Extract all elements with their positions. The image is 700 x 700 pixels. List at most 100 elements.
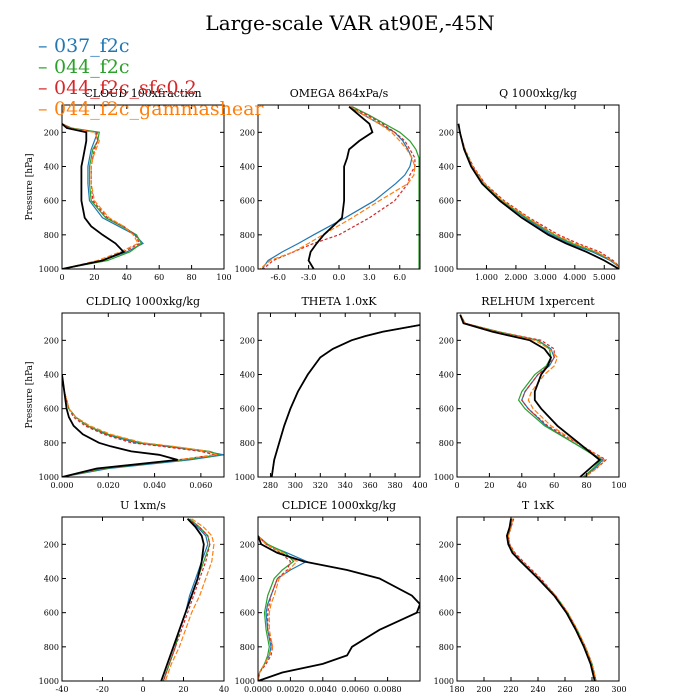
y-tick-label: 1000 bbox=[434, 265, 454, 274]
panel-9: T 1xK 180 200 220 240 260 280 300 200 400 600 800 10… bbox=[434, 499, 627, 694]
series-line-obs bbox=[270, 324, 420, 477]
figure-title: Large-scale VAR at90E,-45N bbox=[205, 11, 494, 35]
series-line-044_f2c_sfc0.2 bbox=[258, 535, 292, 681]
x-tick-label: 300 bbox=[611, 685, 626, 694]
series-line-044_f2c bbox=[258, 535, 295, 681]
series-line-044_f2c_sfc0.2 bbox=[62, 374, 215, 477]
x-tick-label: 5.000 bbox=[593, 273, 616, 282]
series-line-obs bbox=[62, 123, 126, 269]
x-tick-label: 240 bbox=[530, 685, 545, 694]
x-tick-label: 0.0000 bbox=[244, 685, 272, 694]
series-line-044_f2c_gammashear bbox=[62, 374, 218, 477]
x-tick-label: 360 bbox=[363, 481, 378, 490]
legend: –037_f2c– 044_f2c– 044_f2c_sfc0.2– 044_f2c_… bbox=[38, 35, 264, 120]
y-tick-label: 800 bbox=[44, 643, 59, 652]
panel-title: U 1xm/s bbox=[120, 499, 166, 512]
x-tick-label: -40 bbox=[56, 685, 69, 694]
panel-1: CLOUD 100xfraction Pressure [hPa] 0 20 40 60 8… bbox=[25, 87, 232, 282]
y-tick-label: 400 bbox=[240, 371, 255, 380]
y-tick-label: 400 bbox=[44, 371, 59, 380]
panel-2: OMEGA 864xPa/s -6.0 -3.0 0.0 3.0 6.0 200 400 600… bbox=[235, 87, 421, 282]
series-line-037_f2c bbox=[507, 518, 597, 681]
panel-title: CLDLIQ 1000xkg/kg bbox=[86, 295, 200, 308]
y-tick-label: 400 bbox=[439, 371, 454, 380]
panel-title: OMEGA 864xPa/s bbox=[290, 87, 389, 100]
panel-title: CLDICE 1000xkg/kg bbox=[282, 499, 396, 512]
series-group bbox=[459, 314, 608, 477]
y-tick-label: 200 bbox=[240, 128, 255, 137]
y-tick-label: 1000 bbox=[434, 677, 454, 686]
y-tick-label: 200 bbox=[44, 128, 59, 137]
y-tick-label: 1000 bbox=[39, 677, 59, 686]
plot-frame bbox=[61, 516, 225, 682]
x-tick-label: 3.000 bbox=[534, 273, 557, 282]
series-group bbox=[505, 518, 597, 681]
y-tick-label: 600 bbox=[439, 405, 454, 414]
series-line-obs bbox=[62, 374, 178, 477]
x-tick-label: 340 bbox=[338, 481, 353, 490]
x-tick-label: 6.0 bbox=[393, 273, 406, 282]
y-tick-label: 200 bbox=[439, 128, 454, 137]
legend-entry: 044_f2c_sfc0.2 bbox=[54, 77, 197, 99]
series-group bbox=[62, 374, 224, 477]
x-tick-label: 0.060 bbox=[189, 481, 212, 490]
series-line-044_f2c_gammashear bbox=[457, 123, 619, 268]
y-tick-label: 400 bbox=[44, 575, 59, 584]
legend-swatch: – bbox=[38, 35, 48, 57]
y-tick-label: 600 bbox=[240, 197, 255, 206]
series-line-044_f2c_gammashear bbox=[259, 106, 416, 269]
x-tick-label: 60 bbox=[549, 481, 559, 490]
x-tick-label: 0.040 bbox=[143, 481, 166, 490]
x-tick-label: 0.020 bbox=[97, 481, 120, 490]
series-line-044_f2c_sfc0.2 bbox=[62, 123, 141, 269]
plot-frame bbox=[61, 104, 225, 270]
plot-frame bbox=[61, 312, 225, 478]
y-tick-label: 800 bbox=[240, 643, 255, 652]
y-axis-label: Pressure [hPa] bbox=[25, 361, 35, 428]
x-tick-label: 280 bbox=[584, 685, 599, 694]
series-group bbox=[270, 324, 420, 477]
x-tick-label: 220 bbox=[503, 685, 518, 694]
x-tick-label: 0.0020 bbox=[276, 685, 304, 694]
x-tick-label: 300 bbox=[288, 481, 303, 490]
y-tick-label: 800 bbox=[439, 439, 454, 448]
panel-title: T 1xK bbox=[522, 499, 555, 512]
x-tick-label: 0 bbox=[59, 273, 64, 282]
series-line-044_f2c bbox=[457, 123, 619, 268]
series-line-044_f2c_gammashear bbox=[62, 123, 139, 269]
x-tick-label: 80 bbox=[187, 273, 197, 282]
y-tick-label: 600 bbox=[44, 405, 59, 414]
y-tick-label: 200 bbox=[439, 336, 454, 345]
x-tick-label: 180 bbox=[449, 685, 464, 694]
series-line-044_f2c bbox=[351, 106, 420, 269]
y-tick-label: 1000 bbox=[39, 265, 59, 274]
y-tick-label: 800 bbox=[439, 643, 454, 652]
x-tick-label: 260 bbox=[557, 685, 572, 694]
y-tick-label: 1000 bbox=[235, 265, 255, 274]
series-line-obs bbox=[258, 535, 420, 681]
x-tick-label: 200 bbox=[476, 685, 491, 694]
x-tick-label: 20 bbox=[89, 273, 99, 282]
y-tick-label: 200 bbox=[439, 540, 454, 549]
y-tick-label: 1000 bbox=[235, 473, 255, 482]
series-line-037_f2c bbox=[457, 123, 619, 268]
x-tick-label: 3.0 bbox=[363, 273, 376, 282]
panel-title: RELHUM 1xpercent bbox=[481, 295, 595, 308]
x-tick-label: -3.0 bbox=[301, 273, 316, 282]
x-tick-label: 0.0040 bbox=[309, 685, 337, 694]
series-line-044_f2c bbox=[459, 314, 603, 477]
y-tick-label: 600 bbox=[439, 197, 454, 206]
x-tick-label: 280 bbox=[263, 481, 278, 490]
x-tick-label: -20 bbox=[96, 685, 109, 694]
series-line-obs bbox=[457, 123, 619, 269]
panel-3: Q 1000xkg/kg 1.000 2.000 3.000 4.000 5.000 200… bbox=[434, 87, 620, 282]
legend-entry: 044_f2c bbox=[54, 56, 130, 78]
x-tick-label: 0.0 bbox=[333, 273, 346, 282]
series-line-obs bbox=[505, 518, 596, 681]
panel-6: RELHUM 1xpercent 0 20 40 60 80 100 200 400 600 800… bbox=[434, 295, 627, 490]
y-tick-label: 1000 bbox=[39, 473, 59, 482]
y-tick-label: 600 bbox=[240, 609, 255, 618]
panel-4: CLDLIQ 1000xkg/kg Pressure [hPa] 0.000 0.02… bbox=[25, 295, 225, 490]
y-tick-label: 800 bbox=[240, 231, 255, 240]
